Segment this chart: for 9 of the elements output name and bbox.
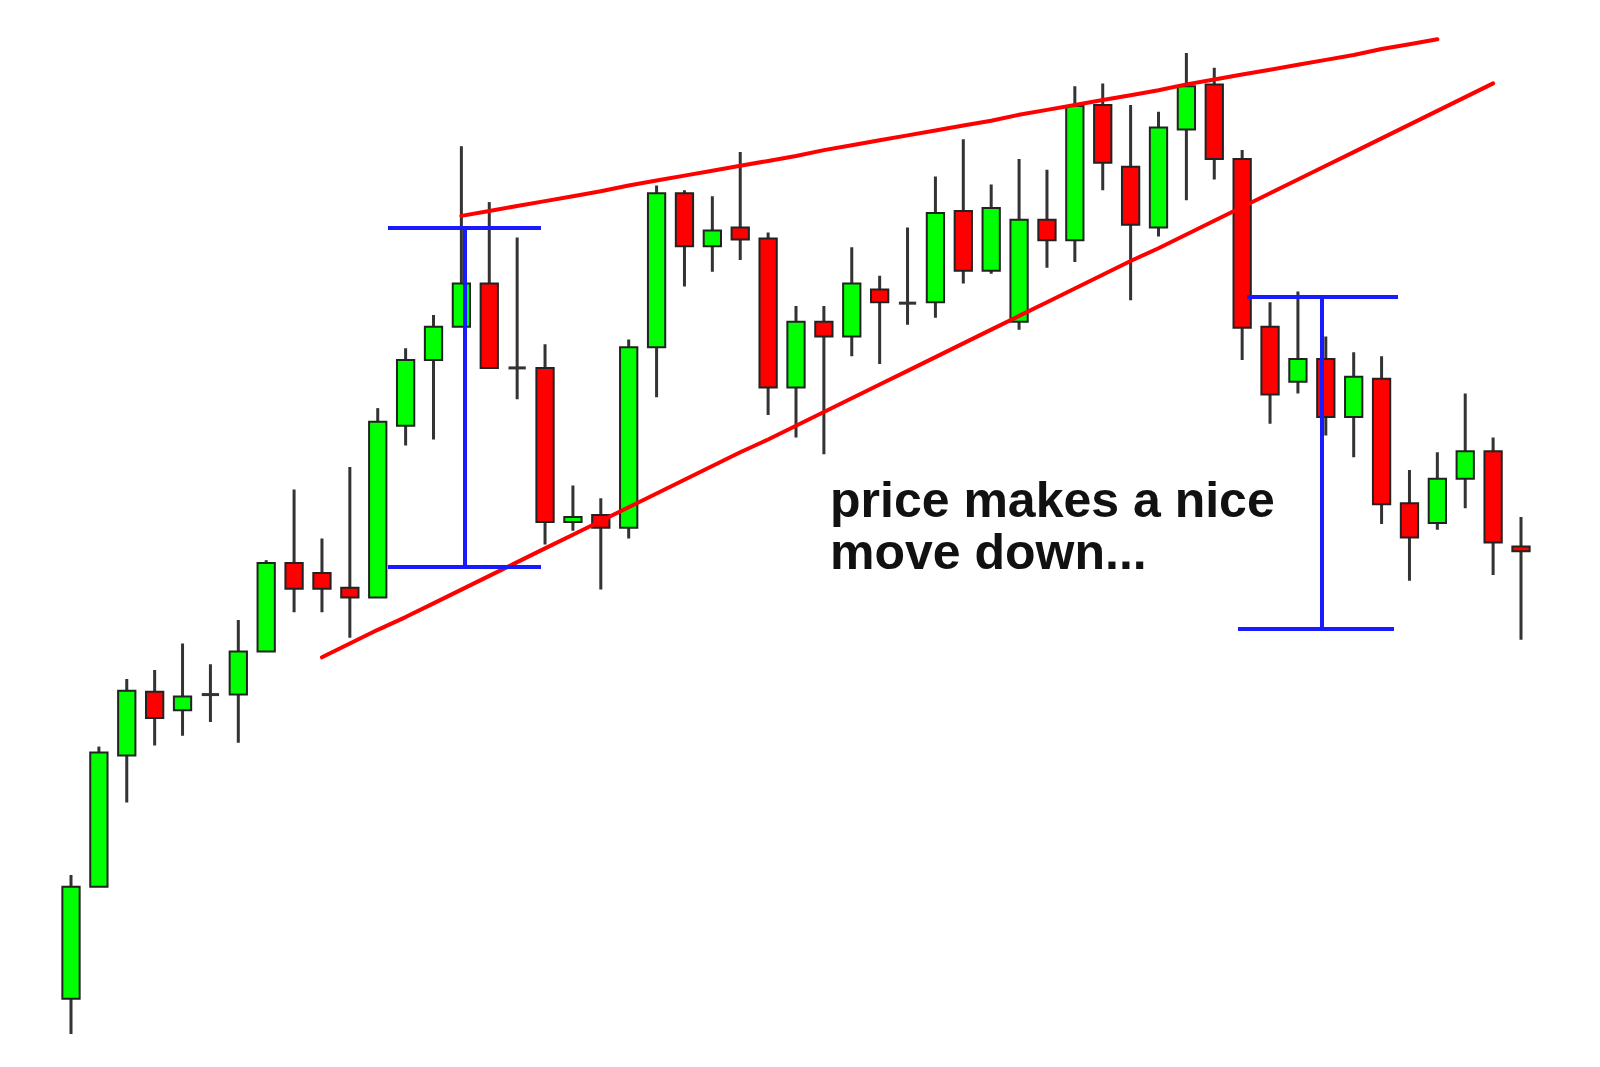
annotation: price makes a nice move down... xyxy=(830,472,1276,580)
candlestick xyxy=(535,344,555,545)
candlestick xyxy=(897,227,918,325)
candlestick xyxy=(508,237,526,400)
candlestick xyxy=(786,306,806,438)
candlestick xyxy=(1483,437,1503,575)
candlestick xyxy=(61,875,81,1034)
candlestick xyxy=(200,664,221,723)
candlestick xyxy=(758,232,778,415)
